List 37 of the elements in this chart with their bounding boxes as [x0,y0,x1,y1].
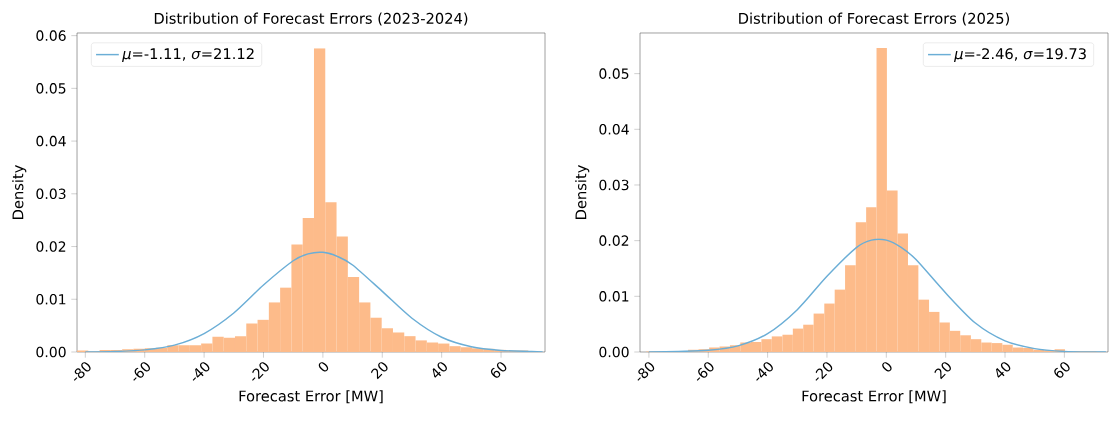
y-axis-title: Density [12,165,27,219]
x-tick-label: 20 [934,362,951,380]
legend-label: μ=-1.11, σ=21.12 [122,48,254,63]
y-tick-label: 0.00 [599,346,629,358]
x-tick-label: 60 [1054,362,1070,378]
x-tick-label: -20 [252,362,269,381]
x-tick-label: 40 [432,362,447,378]
y-tick-label: 0.06 [36,30,66,41]
x-tick-label: -40 [192,362,210,381]
x-axis-title: Forecast Error [MW] [802,390,946,404]
x-tick-label: -80 [73,362,91,381]
y-tick-label: 0.05 [36,83,66,94]
x-tick-label: 40 [996,362,1011,378]
x-tick-label: 60 [490,362,507,378]
chart-title: Distribution of Forecast Errors (2025) [739,12,1010,26]
x-tick-label: -60 [133,362,150,381]
x-axis-title: Forecast Error [MW] [239,390,383,404]
y-tick-label: 0.02 [36,241,66,252]
x-tick-label: 0 [882,362,892,372]
y-tick-label: 0.04 [36,135,66,147]
x-tick-label: 20 [370,362,388,380]
x-tick-label: -60 [696,362,714,381]
y-axis-title: Density [575,165,590,219]
y-tick-label: 0.00 [36,346,66,358]
x-tick-label: 0 [318,362,329,372]
y-tick-label: 0.03 [599,179,629,191]
y-tick-label: 0.05 [599,68,629,79]
x-tick-label: -20 [815,362,833,381]
legend-label: μ=-2.46, σ=19.73 [954,48,1086,63]
x-tick-label: -40 [756,362,773,381]
chart-title: Distribution of Forecast Errors (2023-2024) [154,12,468,26]
y-tick-label: 0.02 [599,235,629,246]
y-tick-label: 0.03 [36,188,66,200]
y-tick-label: 0.04 [599,124,629,135]
x-tick-label: -80 [637,362,655,381]
y-tick-label: 0.01 [599,291,629,302]
y-tick-label: 0.01 [36,293,66,305]
